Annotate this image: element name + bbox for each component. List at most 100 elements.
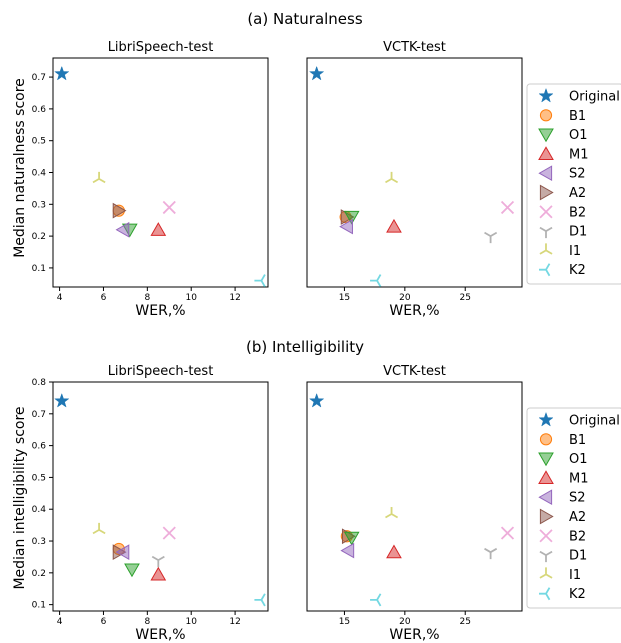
data-point-k2 xyxy=(254,593,266,607)
section-title-naturalness: (a) Naturalness xyxy=(247,10,363,28)
y-axis-label-naturalness: Median naturalness score xyxy=(12,78,28,258)
legend-marker-b2 xyxy=(539,529,553,543)
y-tick-label: 0.2 xyxy=(32,569,46,579)
data-point-k2 xyxy=(370,593,382,607)
data-point-k2 xyxy=(370,274,382,288)
y-tick-label: 0.7 xyxy=(32,410,46,420)
x-tick-label: 10 xyxy=(185,617,197,627)
scatter-panel: LibriSpeech-test 4 6 8 10 12 0.1 0.2 0.3 0.4 0.5 0.… xyxy=(32,40,269,319)
plot-frame xyxy=(52,57,269,288)
legend: Original B1 O1 M1 S2 A2 B2 D1 I1 K2 xyxy=(526,83,621,285)
y-tick-label: 0.1 xyxy=(32,264,46,274)
x-tick-label: 8 xyxy=(144,293,150,303)
legend-marker-a2 xyxy=(539,508,554,525)
legend-marker-original xyxy=(538,411,554,427)
data-point-m1 xyxy=(150,566,167,581)
legend-label-a2: A2 xyxy=(569,510,586,525)
x-tick-label: 10 xyxy=(185,293,197,303)
data-point-s2 xyxy=(115,544,130,561)
y-tick-label: 0.6 xyxy=(32,105,47,115)
y-tick-label: 0.3 xyxy=(32,537,46,547)
plot-frame xyxy=(306,57,523,288)
x-tick-label: 6 xyxy=(101,617,107,627)
x-tick-label: 4 xyxy=(57,617,63,627)
legend-label-original: Original xyxy=(569,90,620,105)
legend-marker-i1 xyxy=(539,567,553,579)
legend-marker-s2 xyxy=(538,165,553,182)
legend-marker-k2 xyxy=(539,263,551,277)
legend-label-m1: M1 xyxy=(569,471,589,486)
legend-marker-d1 xyxy=(539,226,553,239)
legend-label-m1: M1 xyxy=(569,147,589,162)
data-point-a2 xyxy=(112,202,127,219)
legend: Original B1 O1 M1 S2 A2 B2 D1 I1 K2 xyxy=(526,407,621,609)
y-tick-label: 0.5 xyxy=(32,137,46,147)
scatter-panel: VCTK-test 15 20 25 WER,% xyxy=(306,364,523,643)
panel-title: LibriSpeech-test xyxy=(108,40,214,55)
data-point-original xyxy=(308,392,325,408)
data-point-i1 xyxy=(385,506,399,519)
legend-label-s2: S2 xyxy=(569,167,586,182)
x-axis-label: WER,% xyxy=(135,303,185,319)
x-tick-label: 25 xyxy=(460,293,471,303)
data-point-i1 xyxy=(385,171,399,184)
x-tick-label: 12 xyxy=(229,617,240,627)
y-tick-label: 0.1 xyxy=(32,601,46,611)
data-point-k2 xyxy=(254,274,266,288)
data-point-b2 xyxy=(500,200,515,215)
x-axis-label: WER,% xyxy=(389,303,439,319)
legend-marker-b1 xyxy=(539,109,553,122)
y-tick-label: 0.5 xyxy=(32,473,46,483)
legend-label-i1: I1 xyxy=(569,568,581,583)
data-point-original xyxy=(308,65,325,81)
panel-title: VCTK-test xyxy=(383,364,446,379)
data-point-original xyxy=(54,65,70,81)
y-axis-label-intelligibility: Median intelligibility score xyxy=(12,406,28,589)
legend-label-a2: A2 xyxy=(569,186,586,201)
y-tick-label: 0.8 xyxy=(32,378,47,388)
data-point-o1 xyxy=(343,210,360,225)
legend-marker-s2 xyxy=(538,489,553,506)
data-point-m1 xyxy=(386,544,402,559)
legend-marker-o1 xyxy=(538,452,554,467)
legend-marker-original xyxy=(538,87,554,103)
data-point-b2 xyxy=(162,526,176,540)
x-tick-label: 15 xyxy=(339,617,350,627)
x-tick-label: 25 xyxy=(460,617,471,627)
data-point-m1 xyxy=(386,218,402,233)
legend-label-o1: O1 xyxy=(569,452,588,467)
data-point-i1 xyxy=(92,171,106,184)
data-point-s2 xyxy=(340,542,355,559)
data-point-o1 xyxy=(124,563,140,578)
legend-marker-d1 xyxy=(539,550,553,563)
legend-marker-i1 xyxy=(539,243,553,255)
x-tick-label: 20 xyxy=(399,617,411,627)
x-tick-label: 6 xyxy=(101,293,107,303)
legend-label-b2: B2 xyxy=(569,205,586,220)
legend-label-i1: I1 xyxy=(569,244,581,259)
legend-label-o1: O1 xyxy=(569,128,588,143)
section-title-intelligibility: (b) Intelligibility xyxy=(246,338,364,356)
legend-label-d1: D1 xyxy=(569,549,587,564)
y-tick-label: 0.4 xyxy=(32,169,47,179)
data-point-s2 xyxy=(339,218,353,235)
scatter-panel: VCTK-test 15 20 25 WER,% xyxy=(306,40,523,319)
data-point-b2 xyxy=(162,200,176,215)
plot-frame xyxy=(52,381,269,612)
panel-title: VCTK-test xyxy=(383,40,446,55)
y-tick-label: 0.7 xyxy=(32,73,46,83)
y-tick-label: 0.4 xyxy=(32,505,47,515)
legend-label-b1: B1 xyxy=(569,433,586,448)
legend-marker-b1 xyxy=(539,433,553,446)
legend-marker-b2 xyxy=(539,205,553,219)
y-tick-label: 0.3 xyxy=(32,200,46,210)
data-point-s2 xyxy=(115,221,130,238)
x-tick-label: 12 xyxy=(229,293,240,303)
legend-label-d1: D1 xyxy=(569,225,587,240)
scatter-panel: LibriSpeech-test 4 6 8 10 12 0.1 0.2 0.3 0.4 0.5 0.… xyxy=(32,364,269,643)
x-axis-label: WER,% xyxy=(135,627,185,643)
legend-label-k2: K2 xyxy=(569,263,586,278)
legend-marker-k2 xyxy=(539,587,551,601)
x-axis-label: WER,% xyxy=(389,627,439,643)
